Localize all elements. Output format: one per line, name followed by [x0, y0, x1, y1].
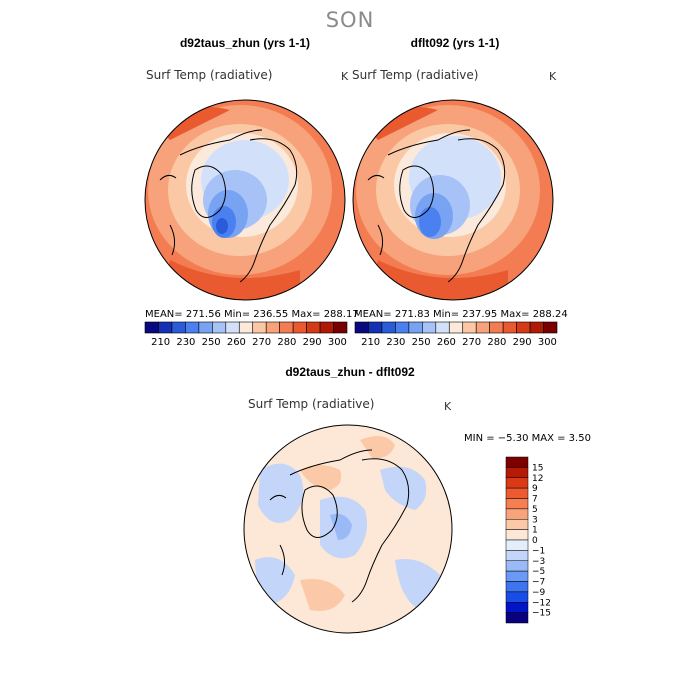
diff-colorbar-tick-label: 9	[532, 484, 538, 494]
colorbar-swatch	[368, 321, 383, 334]
diff-colorbar-swatch	[505, 487, 529, 499]
colorbar-swatch	[502, 321, 517, 334]
colorbar-swatch	[354, 321, 369, 334]
colorbar-swatch	[448, 321, 464, 334]
colorbar-tick-label: 300	[328, 337, 347, 348]
diff-colorbar-tick-label: −3	[532, 557, 545, 567]
colorbar-swatch	[516, 321, 531, 334]
diff-colorbar-tick-label: −9	[532, 588, 546, 598]
colorbar-swatch	[185, 321, 200, 334]
colorbar-swatch	[292, 321, 307, 334]
colorbar-swatch	[265, 321, 280, 334]
colorbar-tick-label: 230	[386, 337, 405, 348]
diff-colorbar-tick-label: 12	[532, 474, 543, 484]
diff-colorbar-swatch	[505, 498, 529, 510]
colorbar-tick-label: 300	[538, 337, 557, 348]
colorbar-tick-label: 260	[227, 337, 246, 348]
colorbar-swatch	[319, 321, 334, 334]
panel-1-stats: MEAN= 271.56 Min= 236.55 Max= 288.17	[145, 309, 359, 320]
diff-colorbar-swatch	[505, 560, 529, 572]
panel-3-units: K	[444, 400, 452, 413]
colorbar-tick-label: 270	[462, 337, 481, 348]
diff-colorbar-tick-label: −15	[532, 609, 551, 619]
diff-colorbar-tick-label: 7	[532, 495, 538, 505]
panel-2-units: K	[549, 70, 557, 83]
colorbar-tick-label: 250	[202, 337, 221, 348]
panel-3-map	[244, 425, 452, 633]
diff-colorbar-swatch	[505, 508, 529, 520]
diff-colorbar-swatch	[505, 519, 529, 530]
colorbar-tick-label: 290	[303, 337, 322, 348]
panel-2-colorbar: 210 230 250 260 270 280 290 300	[354, 321, 558, 348]
colorbar-tick-label: 250	[412, 337, 431, 348]
colorbar-swatch	[381, 321, 396, 334]
colorbar-swatch	[422, 321, 437, 334]
colorbar-swatch	[212, 321, 227, 334]
colorbar-swatch	[543, 321, 558, 334]
colorbar-swatch	[158, 321, 173, 334]
colorbar-tick-label: 210	[361, 337, 380, 348]
diff-colorbar-tick-label: −12	[532, 598, 551, 608]
panel-2-map	[353, 100, 553, 300]
colorbar-swatch	[462, 321, 477, 334]
diff-colorbar-swatch	[505, 570, 529, 582]
panel-3-stats: MIN = −5.30 MAX = 3.50	[464, 433, 591, 444]
panel-1-field-label: Surf Temp (radiative)	[146, 68, 273, 82]
season-title: SON	[325, 8, 375, 32]
diff-colorbar-swatch	[505, 602, 529, 613]
diff-colorbar-swatch	[505, 612, 529, 624]
diff-colorbar-swatch	[505, 456, 529, 468]
colorbar-swatch	[225, 321, 240, 334]
panel-1-colorbar: 210 230 250 260 270 280 290 300	[144, 321, 348, 348]
diff-colorbar-swatch	[505, 467, 529, 478]
panel-2-stats: MEAN= 271.83 Min= 237.95 Max= 288.24	[354, 309, 568, 320]
colorbar-swatch	[198, 321, 213, 334]
colorbar-tick-label: 260	[437, 337, 456, 348]
diff-colorbar-tick-label: 0	[532, 536, 538, 546]
panel-1-map	[145, 100, 345, 300]
colorbar-swatch	[395, 321, 410, 334]
colorbar-swatch	[475, 321, 490, 334]
colorbar-swatch	[408, 321, 423, 334]
colorbar-swatch	[252, 321, 267, 334]
colorbar-swatch	[144, 321, 159, 334]
diff-colorbar-tick-label: −1	[532, 546, 545, 556]
panel-3-title: d92taus_zhun - dflt092	[285, 365, 415, 379]
panel-1-title: d92taus_zhun (yrs 1-1)	[179, 36, 311, 50]
colorbar-tick-label: 270	[252, 337, 271, 348]
panel-2-field-label: Surf Temp (radiative)	[352, 68, 479, 82]
colorbar-tick-label: 210	[151, 337, 170, 348]
diff-colorbar-swatch	[505, 529, 529, 541]
colorbar-tick-label: 230	[176, 337, 195, 348]
diff-colorbar-swatch	[505, 539, 529, 551]
colorbar-tick-label: 290	[513, 337, 532, 348]
colorbar-swatch	[171, 321, 186, 334]
panel-1-units: K	[341, 70, 349, 83]
panel-2-title: dflt092 (yrs 1-1)	[410, 36, 500, 50]
diff-colorbar-tick-label: 5	[532, 505, 538, 515]
diff-colorbar-tick-label: 1	[532, 526, 538, 536]
diff-colorbar-swatch	[505, 591, 529, 603]
diff-colorbar-swatch	[505, 550, 529, 561]
diff-colorbar-tick-label: −5	[532, 567, 545, 577]
panel-3-field-label: Surf Temp (radiative)	[248, 397, 375, 411]
diff-colorbar-tick-label: 15	[532, 463, 543, 473]
colorbar-swatch	[333, 321, 348, 334]
colorbar-swatch	[238, 321, 254, 334]
diff-colorbar-tick-label: 3	[532, 515, 538, 525]
diff-colorbar-tick-label: −7	[532, 578, 545, 588]
colorbar-swatch	[279, 321, 294, 334]
colorbar-swatch	[489, 321, 504, 334]
colorbar-swatch	[435, 321, 450, 334]
colorbar-tick-label: 280	[277, 337, 296, 348]
colorbar-swatch	[306, 321, 321, 334]
diff-colorbar-swatch	[505, 477, 529, 489]
diff-colorbar-swatch	[505, 581, 529, 593]
colorbar-swatch	[529, 321, 544, 334]
colorbar-tick-label: 280	[487, 337, 506, 348]
